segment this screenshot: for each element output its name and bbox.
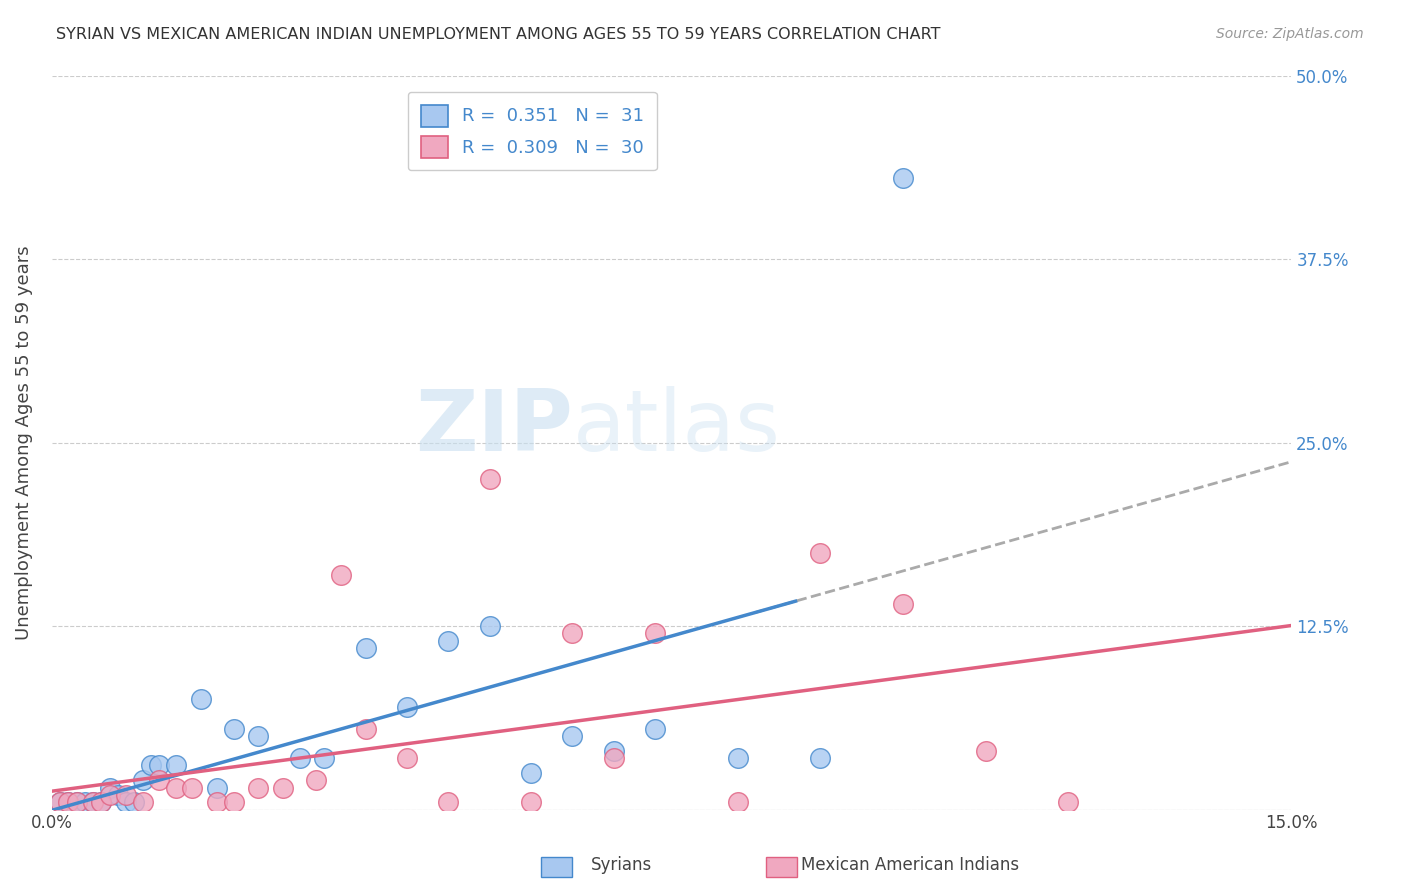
Point xyxy=(115,795,138,809)
Point xyxy=(98,780,121,795)
Y-axis label: Unemployment Among Ages 55 to 59 years: Unemployment Among Ages 55 to 59 years xyxy=(15,245,32,640)
Point xyxy=(131,773,153,788)
Point xyxy=(271,780,294,795)
Point xyxy=(520,795,543,809)
Point xyxy=(727,795,749,809)
Point xyxy=(396,751,419,765)
Point xyxy=(49,795,72,809)
Point xyxy=(305,773,328,788)
Point xyxy=(90,795,112,809)
Point xyxy=(181,780,204,795)
Text: ZIP: ZIP xyxy=(415,386,572,469)
Point xyxy=(602,751,624,765)
Point xyxy=(107,788,129,802)
Text: Syrians: Syrians xyxy=(591,855,652,873)
Point xyxy=(247,729,270,743)
Point xyxy=(314,751,336,765)
Point xyxy=(247,780,270,795)
Point xyxy=(82,795,104,809)
Point xyxy=(808,546,831,560)
Point xyxy=(115,788,138,802)
Point xyxy=(561,626,583,640)
Text: SYRIAN VS MEXICAN AMERICAN INDIAN UNEMPLOYMENT AMONG AGES 55 TO 59 YEARS CORRELA: SYRIAN VS MEXICAN AMERICAN INDIAN UNEMPL… xyxy=(56,27,941,42)
Point xyxy=(58,795,80,809)
Point xyxy=(602,744,624,758)
Point xyxy=(974,744,997,758)
Legend: R =  0.351   N =  31, R =  0.309   N =  30: R = 0.351 N = 31, R = 0.309 N = 30 xyxy=(408,92,657,170)
Point xyxy=(644,722,666,736)
Point xyxy=(520,765,543,780)
Point xyxy=(478,472,501,486)
Point xyxy=(205,780,228,795)
Point xyxy=(205,795,228,809)
Point xyxy=(478,619,501,633)
Point xyxy=(330,567,353,582)
Point xyxy=(808,751,831,765)
Text: atlas: atlas xyxy=(572,386,780,469)
Point xyxy=(65,795,87,809)
Point xyxy=(396,699,419,714)
Point xyxy=(49,795,72,809)
Point xyxy=(82,795,104,809)
Point xyxy=(190,692,212,706)
Point xyxy=(148,758,170,772)
Point xyxy=(131,795,153,809)
Point xyxy=(644,626,666,640)
Point xyxy=(148,773,170,788)
Point xyxy=(891,597,914,611)
Point xyxy=(58,795,80,809)
Point xyxy=(90,795,112,809)
Point xyxy=(288,751,311,765)
Point xyxy=(222,722,245,736)
Point xyxy=(727,751,749,765)
Point xyxy=(73,795,96,809)
Point xyxy=(354,641,377,656)
Point xyxy=(139,758,162,772)
Point xyxy=(437,795,460,809)
Point xyxy=(65,795,87,809)
Point xyxy=(124,795,146,809)
Point xyxy=(354,722,377,736)
Point xyxy=(165,780,187,795)
Point xyxy=(1057,795,1080,809)
Point xyxy=(561,729,583,743)
Text: Mexican American Indians: Mexican American Indians xyxy=(801,855,1019,873)
Point xyxy=(437,633,460,648)
Text: Source: ZipAtlas.com: Source: ZipAtlas.com xyxy=(1216,27,1364,41)
Point xyxy=(891,171,914,186)
Point xyxy=(98,788,121,802)
Point xyxy=(222,795,245,809)
Point xyxy=(165,758,187,772)
